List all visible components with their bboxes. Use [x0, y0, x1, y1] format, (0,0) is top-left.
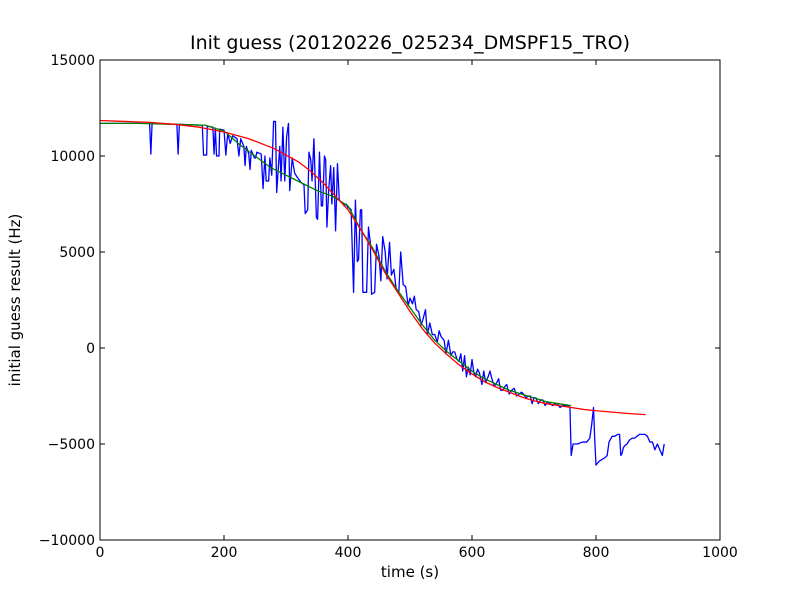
series-line-1 — [100, 120, 665, 466]
y-axis-label: initial guess result (Hz) — [6, 214, 24, 387]
plot-frame — [99, 59, 721, 541]
x-tick-label: 800 — [583, 545, 610, 561]
y-tick-label: 5000 — [59, 245, 95, 261]
series-line-3 — [100, 119, 646, 416]
x-tick-label: 1000 — [702, 545, 738, 561]
ticks-layer: 0 200 400 600 800 1000 −10000 −5000 0 5000 10000 15… — [39, 53, 738, 561]
x-tick-label: 400 — [335, 545, 362, 561]
series-layer — [100, 119, 665, 466]
y-tick-label: −5000 — [48, 437, 95, 453]
x-tick-label: 0 — [96, 545, 105, 561]
series-line-2 — [100, 122, 572, 407]
chart-title: Init guess (20120226_025234_DMSPF15_TRO) — [190, 32, 630, 54]
y-tick-label: −10000 — [39, 533, 95, 549]
x-tick-label: 200 — [211, 545, 238, 561]
x-tick-label: 600 — [459, 545, 486, 561]
x-axis-label: time (s) — [381, 563, 439, 581]
y-tick-label: 0 — [86, 341, 95, 357]
y-tick-label: 15000 — [50, 53, 95, 69]
y-tick-label: 10000 — [50, 149, 95, 165]
